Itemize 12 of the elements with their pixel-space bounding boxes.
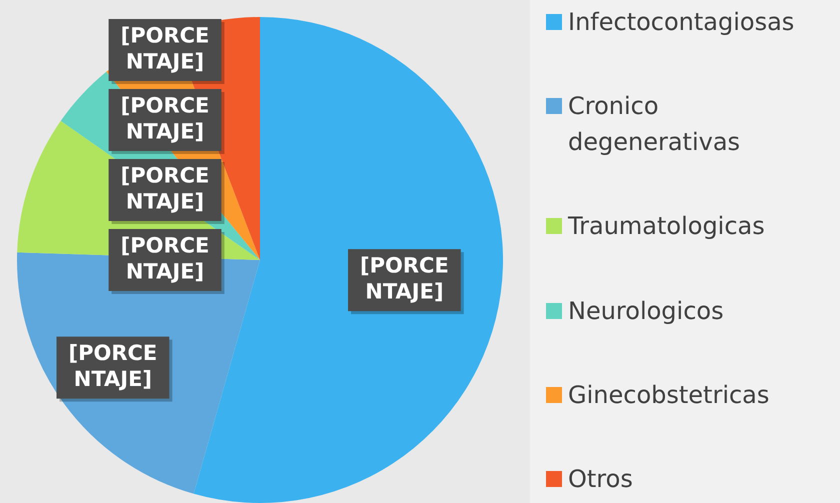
data-label: [PORCENTAJE]	[120, 163, 210, 214]
legend-label: Otros	[568, 464, 633, 495]
data-label: [PORCENTAJE]	[120, 233, 210, 284]
data-label: [PORCENTAJE]	[68, 341, 158, 392]
legend-label: Infectocontagiosas	[568, 7, 794, 38]
data-label: [PORCENTAJE]	[120, 93, 210, 144]
legend-label: Neurologicos	[568, 296, 724, 327]
legend-label: Ginecobstetricas	[568, 380, 770, 411]
data-label: [PORCENTAJE]	[360, 254, 449, 304]
data-label: [PORCENTAJE]	[120, 23, 210, 74]
legend-label: Cronico degenerativas	[568, 91, 742, 158]
legend-label: Traumatologicas	[568, 211, 765, 242]
